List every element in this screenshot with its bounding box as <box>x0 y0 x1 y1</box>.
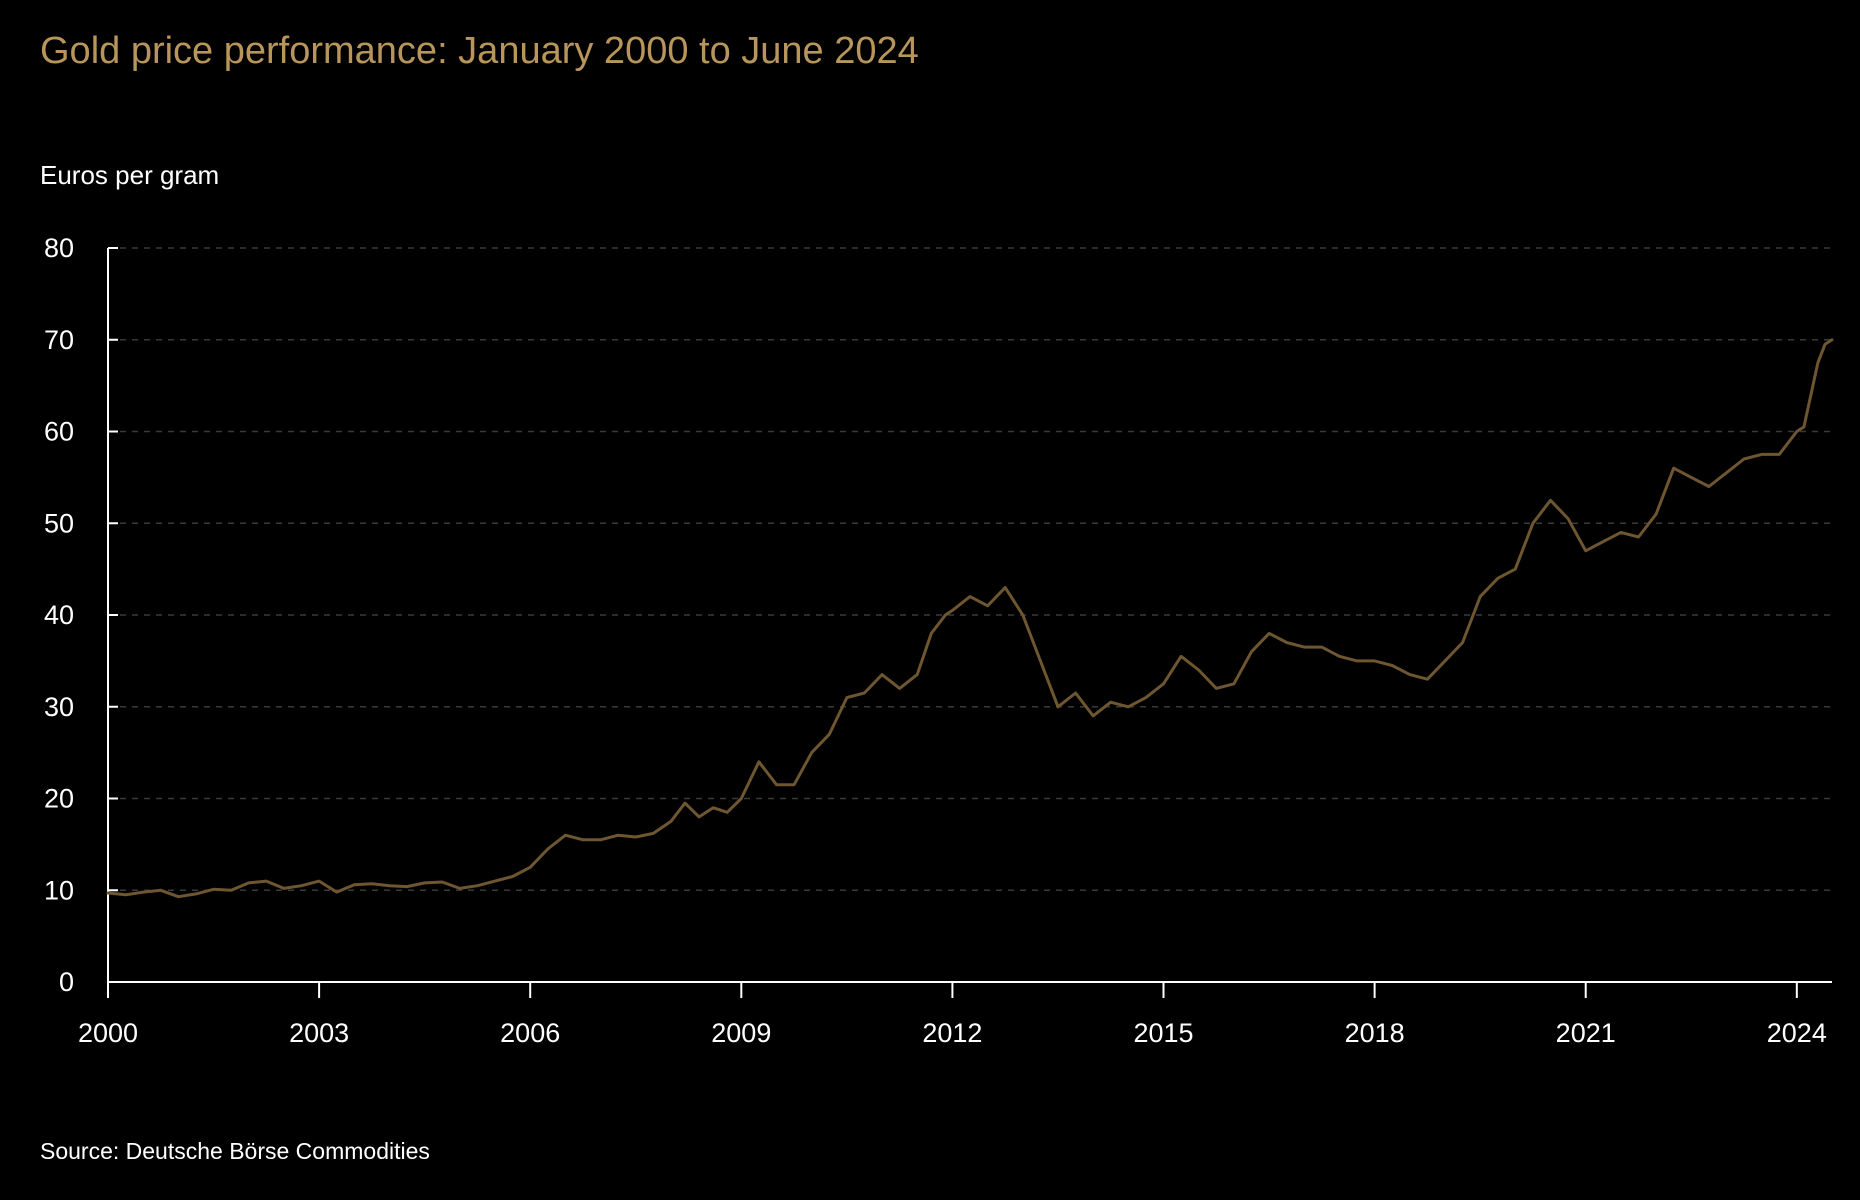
y-tick-label: 30 <box>44 692 74 722</box>
y-tick-label: 80 <box>44 233 74 263</box>
gridlines <box>108 247 1832 891</box>
y-tick-label: 50 <box>44 508 74 538</box>
x-tick-label: 2012 <box>922 1018 982 1048</box>
y-tick-label: 40 <box>44 600 74 630</box>
series-layer <box>106 338 1834 899</box>
y-tick-label: 20 <box>44 784 74 814</box>
source-note: Source: Deutsche Börse Commodities <box>40 1138 430 1164</box>
y-tick-label: 70 <box>44 325 74 355</box>
x-tick-label: 2024 <box>1767 1018 1827 1048</box>
y-tick-label: 60 <box>44 417 74 447</box>
x-tick-label: 2009 <box>711 1018 771 1048</box>
axes <box>107 247 1832 998</box>
y-tick-label: 10 <box>44 875 74 905</box>
y-tick-label: 0 <box>59 967 74 997</box>
x-tick-label: 2003 <box>289 1018 349 1048</box>
chart-title: Gold price performance: January 2000 to … <box>40 30 919 72</box>
x-tick-label: 2015 <box>1133 1018 1193 1048</box>
x-tick-label: 2021 <box>1556 1018 1616 1048</box>
x-tick-label: 2018 <box>1345 1018 1405 1048</box>
y-axis-label: Euros per gram <box>40 160 220 190</box>
series-line-0 <box>106 338 1834 899</box>
x-tick-label: 2000 <box>78 1018 138 1048</box>
tick-labels: 0 10 20 30 40 50 60 70 80 2000 2003 2006 2009 2012 201… <box>44 233 1827 1048</box>
x-tick-label: 2006 <box>500 1018 560 1048</box>
